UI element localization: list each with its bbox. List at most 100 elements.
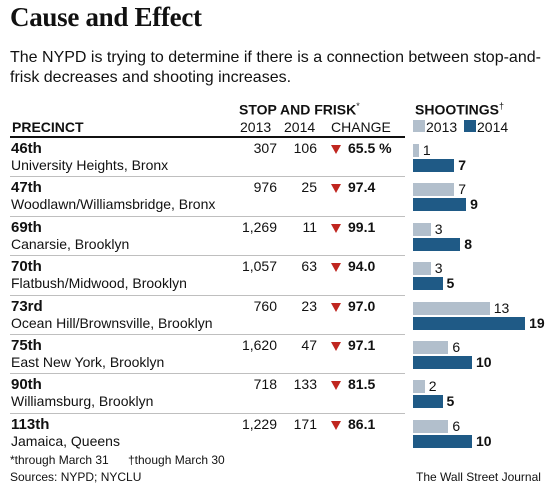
- sources-note: Sources: NYPD; NYCLU: [10, 470, 142, 484]
- bar-2014: [413, 277, 443, 291]
- bar-2013: [413, 144, 419, 157]
- bar-2013-label: 3: [434, 260, 443, 277]
- precinct-area: Canarsie, Brooklyn: [11, 235, 130, 252]
- change-percent: 97.4: [348, 179, 376, 196]
- footnote-stop-and-frisk: *through March 31: [10, 453, 109, 467]
- header-rule: [10, 136, 405, 138]
- stop-frisk-2014: 63: [301, 258, 317, 275]
- legend-label-2013: 2013: [426, 119, 458, 135]
- change-percent: 97.0: [348, 297, 376, 314]
- year-2014-header: 2014: [284, 119, 316, 135]
- precinct-name: 70th: [11, 258, 42, 276]
- down-arrow-icon: [331, 302, 341, 312]
- row-divider: [10, 294, 405, 296]
- precinct-area: University Heights, Bronx: [11, 157, 169, 173]
- footnote-shootings: †though March 30: [128, 453, 225, 467]
- bar-2014-label: 9: [470, 196, 478, 213]
- change-percent: 99.1: [348, 218, 376, 235]
- down-arrow-icon: [331, 342, 341, 351]
- shootings-header: SHOOTINGS†: [415, 101, 505, 118]
- precinct-area: East New York, Brooklyn: [11, 354, 165, 370]
- change-percent: 97.1: [348, 337, 376, 353]
- stop-frisk-2014: 25: [301, 179, 317, 196]
- stop-frisk-2013: 976: [253, 179, 277, 196]
- bar-2014-label: 10: [476, 354, 492, 370]
- precinct-name: 90th: [11, 376, 42, 394]
- bar-2014-label: 8: [464, 235, 472, 252]
- precinct-header: PRECINCT: [12, 119, 84, 135]
- down-arrow-icon: [331, 184, 341, 194]
- precinct-area: Flatbush/Midwood, Brooklyn: [11, 275, 187, 292]
- bar-2013: [413, 222, 431, 236]
- bar-2014: [413, 316, 526, 330]
- bar-2013-label: 1: [422, 142, 431, 158]
- change-percent: 65.5 %: [348, 140, 392, 156]
- stop-frisk-2013: 1,269: [241, 218, 277, 235]
- bar-2014: [413, 159, 455, 172]
- year-2013-header: 2013: [240, 119, 272, 135]
- row-divider: [10, 334, 405, 335]
- row-divider: [10, 255, 405, 257]
- row-divider: [10, 412, 405, 414]
- bar-2013: [413, 419, 449, 433]
- row-divider: [10, 373, 405, 375]
- change-percent: 86.1: [348, 415, 376, 432]
- change-percent: 81.5: [348, 376, 376, 393]
- bar-2014: [413, 356, 472, 369]
- precinct-name: 47th: [11, 179, 42, 197]
- precinct-name: 69th: [11, 218, 42, 236]
- legend-swatch-2014: [464, 120, 476, 132]
- stop-frisk-2014: 171: [293, 415, 317, 432]
- bar-2013: [413, 262, 431, 276]
- precinct-name: 113th: [11, 415, 50, 433]
- bar-2013-label: 3: [434, 220, 443, 237]
- stop-frisk-2014: 47: [301, 337, 317, 353]
- bar-2013-label: 7: [458, 181, 467, 198]
- stop-frisk-2013: 718: [253, 376, 277, 393]
- bar-2013-label: 6: [452, 339, 461, 355]
- legend-swatch-2013: [413, 120, 425, 132]
- row-divider: [10, 176, 405, 178]
- stop-frisk-2014: 106: [293, 140, 317, 156]
- bar-2013: [413, 301, 490, 315]
- down-arrow-icon: [331, 420, 341, 430]
- bar-2014: [413, 198, 467, 212]
- precinct-area: Jamaica, Queens: [11, 432, 120, 449]
- bar-2014: [413, 395, 443, 409]
- stop-frisk-2013: 1,057: [241, 258, 277, 275]
- precinct-name: 75th: [11, 337, 42, 354]
- bar-2013: [413, 380, 425, 394]
- bar-2013: [413, 341, 449, 354]
- bar-2013-label: 13: [493, 299, 510, 316]
- bar-2014: [413, 237, 461, 251]
- stop-and-frisk-header: STOP AND FRISK*: [239, 101, 360, 118]
- precinct-name: 46th: [11, 140, 42, 157]
- change-percent: 94.0: [348, 258, 376, 275]
- down-arrow-icon: [331, 223, 341, 233]
- bar-2014-label: 5: [446, 393, 455, 410]
- bar-2014-label: 7: [458, 157, 467, 173]
- down-arrow-icon: [331, 263, 341, 273]
- stop-frisk-2013: 760: [253, 297, 277, 314]
- bar-2014-label: 5: [446, 275, 455, 292]
- precinct-name: 73rd: [11, 297, 43, 315]
- stop-frisk-2013: 1,620: [241, 337, 277, 353]
- bar-2014: [413, 434, 472, 448]
- bar-2013: [413, 183, 455, 197]
- stop-frisk-2014: 11: [302, 218, 317, 235]
- change-header: CHANGE: [331, 119, 391, 135]
- down-arrow-icon: [331, 381, 341, 391]
- bar-2013-label: 2: [428, 378, 437, 395]
- chart-title: Cause and Effect: [10, 2, 202, 32]
- chart-subtitle: The NYPD is trying to determine if there…: [10, 49, 541, 86]
- bar-2014-label: 19: [529, 314, 545, 331]
- down-arrow-icon: [331, 145, 341, 154]
- precinct-area: Ocean Hill/Brownsville, Brooklyn: [11, 314, 213, 331]
- credit-note: The Wall Street Journal: [416, 470, 541, 484]
- bar-2014-label: 10: [476, 432, 492, 449]
- legend-label-2014: 2014: [477, 119, 509, 135]
- stop-frisk-2014: 133: [293, 376, 317, 393]
- stop-frisk-2013: 1,229: [241, 415, 277, 432]
- row-divider: [10, 215, 405, 217]
- precinct-area: Williamsburg, Brooklyn: [11, 393, 154, 410]
